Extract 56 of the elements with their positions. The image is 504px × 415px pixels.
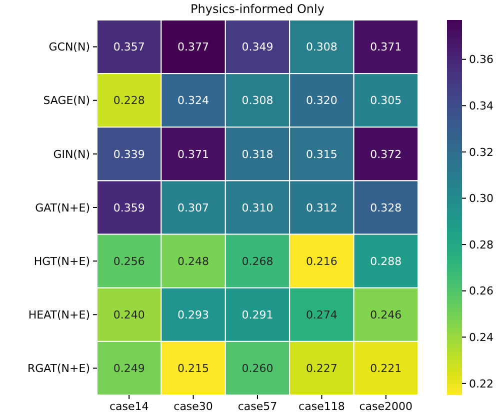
data-label: 0.310 — [242, 201, 274, 214]
x-tick-label: case118 — [298, 400, 345, 413]
x-tick-label: case30 — [174, 400, 213, 413]
color-bar-label: 0.30 — [469, 192, 494, 206]
data-label: 0.307 — [178, 201, 210, 214]
data-label: 0.377 — [178, 40, 210, 54]
data-label: 0.293 — [178, 308, 210, 322]
x-tick-label: case57 — [238, 400, 278, 413]
x-tick-label: case2000 — [359, 400, 413, 413]
chart-title: Physics-informed Only — [190, 2, 324, 16]
y-tick-label: GAT(N+E) — [35, 201, 90, 214]
color-bar-label: 0.26 — [469, 284, 494, 298]
data-label: 0.221 — [370, 362, 402, 376]
data-label: 0.249 — [113, 362, 145, 376]
data-label: 0.318 — [242, 148, 274, 161]
color-bar-label: 0.34 — [469, 100, 494, 112]
data-label: 0.240 — [113, 308, 145, 322]
data-label: 0.215 — [178, 362, 210, 376]
data-label: 0.349 — [242, 40, 274, 54]
y-tick-label: SAGE(N) — [43, 94, 90, 108]
data-label: 0.312 — [306, 201, 338, 214]
y-tick-label: HGT(N+E) — [34, 254, 90, 268]
data-label: 0.308 — [306, 40, 338, 54]
x-tick-label: case14 — [109, 400, 149, 413]
data-label: 0.372 — [370, 148, 402, 161]
color-bar-label: 0.22 — [469, 377, 494, 390]
data-label: 0.308 — [242, 94, 274, 108]
data-label: 0.339 — [113, 148, 145, 161]
y-tick-label: RGAT(N+E) — [27, 362, 90, 376]
data-label: 0.357 — [113, 40, 145, 54]
data-label: 0.216 — [306, 254, 338, 268]
y-tick-label: GIN(N) — [53, 148, 90, 161]
data-label: 0.288 — [370, 254, 402, 268]
data-label: 0.291 — [242, 308, 274, 322]
color-bar-label: 0.36 — [469, 53, 494, 66]
data-label: 0.260 — [242, 362, 274, 376]
color-bar-label: 0.24 — [469, 330, 494, 344]
color-bar-label: 0.32 — [469, 146, 494, 159]
data-label: 0.228 — [113, 94, 145, 108]
data-label: 0.268 — [242, 254, 274, 268]
y-tick-label: HEAT(N+E) — [28, 308, 90, 322]
data-label: 0.320 — [306, 94, 338, 108]
data-label: 0.371 — [370, 40, 402, 54]
data-label: 0.359 — [113, 201, 145, 214]
y-tick-label: GCN(N) — [48, 40, 90, 54]
data-label: 0.305 — [370, 94, 402, 108]
data-label: 0.274 — [306, 308, 338, 322]
data-label: 0.315 — [306, 148, 338, 161]
data-label: 0.324 — [178, 94, 210, 108]
data-label: 0.371 — [178, 148, 210, 161]
data-label: 0.328 — [370, 201, 402, 214]
data-label: 0.256 — [113, 254, 145, 268]
data-label: 0.246 — [370, 308, 402, 322]
color-bar-label: 0.28 — [469, 238, 494, 252]
data-label: 0.248 — [178, 254, 210, 268]
data-label: 0.227 — [306, 362, 338, 376]
